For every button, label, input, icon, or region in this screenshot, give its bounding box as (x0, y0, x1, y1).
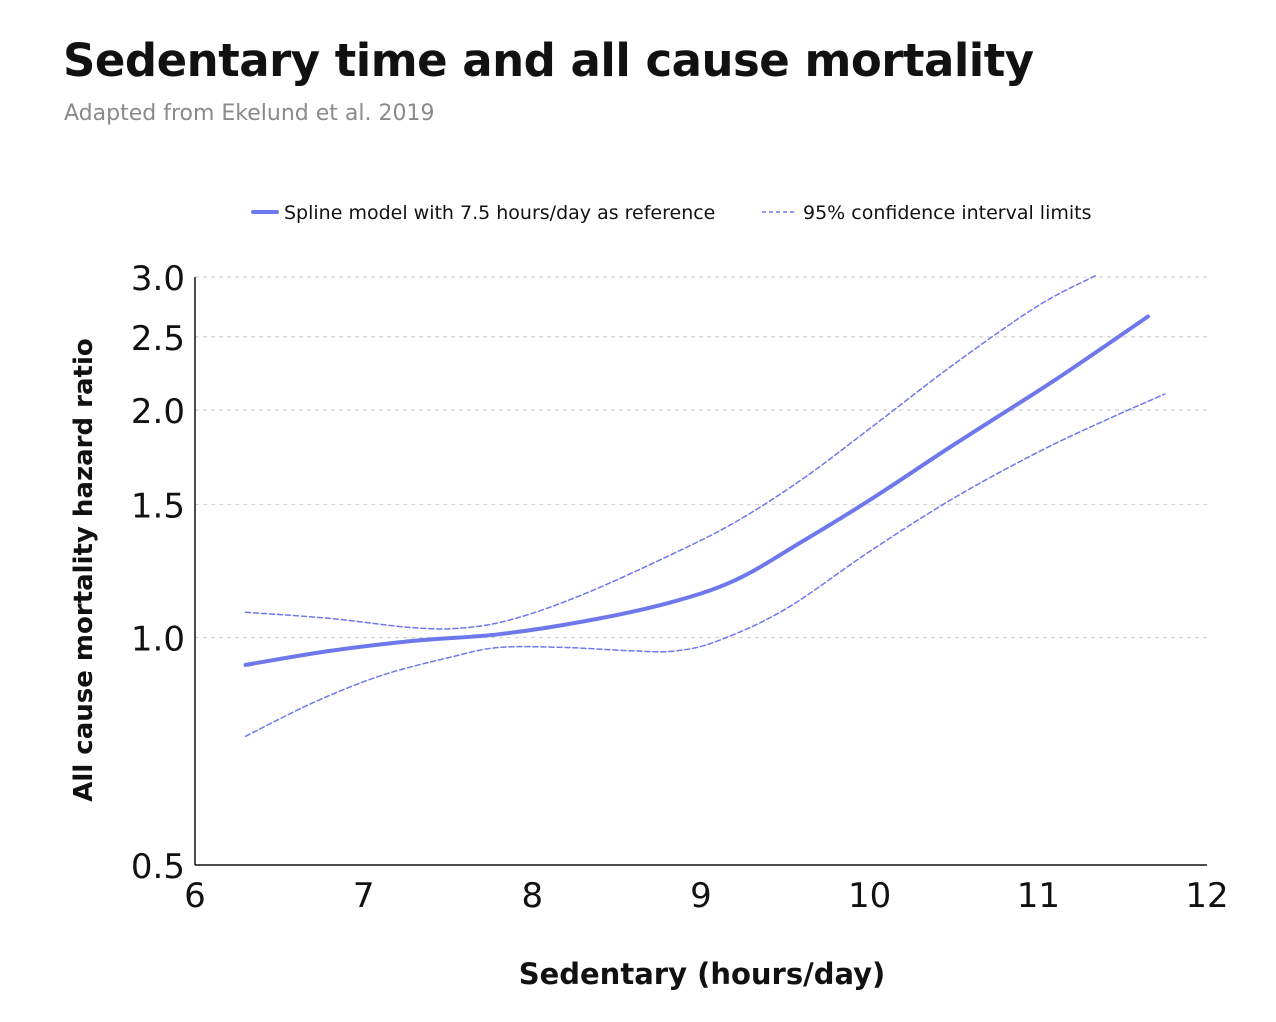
y-axis-label: All cause mortality hazard ratio (69, 338, 99, 801)
x-tick-label-0: 6 (184, 876, 206, 916)
x-axis-label: Sedentary (hours/day) (519, 957, 886, 991)
ci-lower-line (244, 393, 1166, 738)
legend-label-spline: Spline model with 7.5 hours/day as refer… (284, 202, 715, 224)
chart-title: Sedentary time and all cause mortality (63, 34, 1034, 87)
y-tick-label-4: 2.5 (131, 319, 185, 359)
gridlines (195, 276, 1207, 639)
x-tick-label-5: 11 (1017, 876, 1060, 916)
ci-upper-line (244, 274, 1099, 630)
y-tick-label-3: 2.0 (131, 392, 185, 432)
chart-subtitle: Adapted from Ekelund et al. 2019 (64, 101, 435, 126)
axes (194, 277, 1207, 866)
x-tick-labels: 6 7 8 9 10 11 12 (184, 876, 1228, 916)
legend: Spline model with 7.5 hours/day as refer… (251, 202, 1092, 224)
y-tick-labels: 0.5 1.0 1.5 2.0 2.5 3.0 (131, 259, 185, 887)
spline-line (243, 314, 1150, 667)
y-tick-label-2: 1.5 (131, 486, 185, 526)
y-tick-label-1: 1.0 (131, 620, 185, 660)
x-tick-label-4: 10 (848, 876, 891, 916)
x-tick-label-2: 8 (522, 876, 544, 916)
x-tick-label-6: 12 (1185, 876, 1228, 916)
x-tick-label-3: 9 (690, 876, 712, 916)
series-lines (243, 274, 1166, 738)
y-tick-label-5: 3.0 (131, 259, 185, 299)
y-tick-label-0: 0.5 (131, 847, 185, 887)
x-tick-label-1: 7 (353, 876, 375, 916)
legend-label-ci: 95% confidence interval limits (803, 202, 1092, 224)
